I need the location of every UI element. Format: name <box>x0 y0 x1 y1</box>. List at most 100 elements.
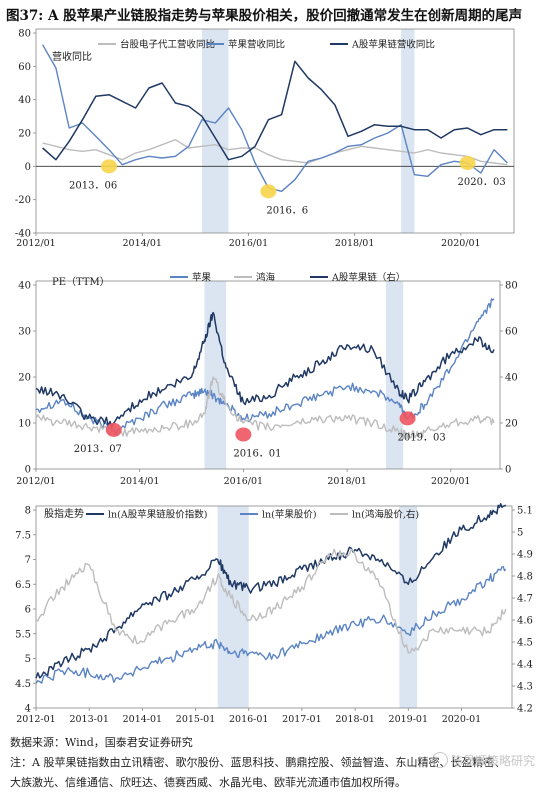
watermark-text: 陈显顺策略研究 <box>451 754 536 768</box>
panel1-annotation-label-1: 2013．06 <box>69 180 117 191</box>
panel2-x-tick-label: 2014/01 <box>120 476 159 487</box>
panel3-x-tick-label: 2015-01 <box>176 714 215 725</box>
panel3-right-tick-label: 4.5 <box>517 638 533 649</box>
panel1-annotation-marker-3 <box>459 156 476 170</box>
panel3-series-3-line <box>35 548 507 654</box>
panel2-left-tick-label: 30 <box>18 327 31 338</box>
panel2-left-tick-label: 20 <box>18 373 31 384</box>
panel2-series-2-line <box>35 376 495 440</box>
panel2-x-tick-label: 2016/01 <box>224 476 263 487</box>
panel1-x-tick-label: 2016/01 <box>229 238 268 249</box>
panel2-legend-label-1: 苹果 <box>192 272 212 284</box>
panel3-series-2-line <box>35 566 507 684</box>
panel3-x-tick-label: 2017-01 <box>282 714 321 725</box>
panel3-x-tick-label: 2020-01 <box>442 714 481 725</box>
panel2-series-3-line <box>35 311 495 428</box>
panel3-right-tick-label: 4.8 <box>517 572 533 583</box>
panel2-right-tick-label: 80 <box>505 281 518 292</box>
wechat-logo-icon <box>432 752 448 768</box>
panel2-x-tick-label: 2020/01 <box>431 476 470 487</box>
panel3-highlight-band-2 <box>399 506 418 708</box>
panel3-left-tick-label: 6.5 <box>15 580 31 591</box>
figure-title: 图37: A 股苹果产业链股指走势与苹果股价相关，股价回撤通常发生在创新周期的尾… <box>6 8 523 24</box>
panel3-legend-label-2: ln(苹果股价) <box>262 509 317 521</box>
panel1-x-tick-label: 2020/01 <box>441 238 480 249</box>
panel2-annotation-marker-3 <box>399 411 416 426</box>
panel3-right-tick-label: 5 <box>517 528 523 539</box>
panel2-left-tick-label: 0 <box>25 465 31 476</box>
panel2-annotation-marker-1 <box>105 422 122 437</box>
panel3-left-tick-label: 8 <box>25 506 31 517</box>
panel2-highlight-band-1 <box>204 281 227 469</box>
panel2-annotation-label-3: 2019．03 <box>398 432 446 443</box>
figure-footer: 数据来源：Wind，国泰君安证券研究 注：A 股苹果链指数由立讯精密、歌尔股份、… <box>10 733 505 793</box>
panel3-right-tick-label: 4.2 <box>517 704 533 715</box>
panel1-series-1-line <box>42 139 508 166</box>
panel3-x-tick-label: 2013-01 <box>69 714 108 725</box>
panel3-left-tick-label: 7 <box>25 555 31 566</box>
panel3-left-tick-label: 4.5 <box>15 679 31 690</box>
panel3-legend-label-3: ln(鸿海股价,右) <box>352 509 419 521</box>
panel2-highlight-band-2 <box>385 281 404 469</box>
panel2-annotation-label-1: 2013．07 <box>74 444 122 455</box>
panel1-left-tick-label: 20 <box>18 129 31 140</box>
panel2-right-tick-label: 0 <box>505 465 511 476</box>
panel2-title: PE（TTM） <box>52 276 110 288</box>
panel1-highlight-band-1 <box>201 29 229 233</box>
panel3-left-tick-label: 5.5 <box>15 629 31 640</box>
panel3-left-tick-label: 4 <box>25 704 31 715</box>
panel3-left-tick-label: 7.5 <box>15 530 31 541</box>
panel3-right-tick-label: 5.1 <box>517 506 533 517</box>
watermark: 陈显顺策略研究 <box>432 752 535 769</box>
panel3-x-tick-label: 2019-01 <box>389 714 428 725</box>
panel3-highlight-band-1 <box>217 506 249 708</box>
panel2-left-tick-label: 10 <box>18 419 31 430</box>
panel3-right-tick-label: 4.7 <box>517 594 533 605</box>
panel1-left-tick-label: -40 <box>15 229 31 240</box>
panel3-x-tick-label: 2014-01 <box>123 714 162 725</box>
panel1-left-tick-label: 80 <box>18 29 31 40</box>
panel2-series-1-line <box>35 298 495 434</box>
panel2-left-tick-label: 40 <box>18 281 31 292</box>
panel1-annotation-label-2: 2016．6 <box>266 205 308 216</box>
index-note-line-1: 注：A 股苹果链指数由立讯精密、歌尔股份、蓝思科技、鹏鼎控股、领益智造、东山精密… <box>10 756 506 769</box>
index-note-line-2: 大族激光、信维通信、欣旺达、德赛西威、水晶光电、欧菲光流通市值加权所得。 <box>10 776 406 789</box>
panel3-right-tick-label: 4.9 <box>517 550 533 561</box>
panel2-frame <box>35 280 501 470</box>
panel1-legend-label-3: A股苹果链营收同比 <box>351 39 435 51</box>
panel1-frame <box>35 28 515 234</box>
panel1-left-tick-label: 40 <box>18 95 31 106</box>
panel1-left-tick-label: 0 <box>25 162 31 173</box>
panel2-legend-label-3: A股苹果链（右） <box>331 272 405 284</box>
panel3-title: 股指走势 <box>44 507 84 520</box>
panel1-title: 营收同比 <box>52 50 92 63</box>
panel2-x-tick-label: 2012/01 <box>16 476 55 487</box>
panel3-x-tick-label: 2018-01 <box>335 714 374 725</box>
panel3-left-tick-label: 6 <box>25 605 31 616</box>
panel2-annotation-label-2: 2016．01 <box>233 449 281 460</box>
panel2-right-tick-label: 40 <box>505 373 518 384</box>
panel3-left-tick-label: 5 <box>25 654 31 665</box>
panel1-x-tick-label: 2018/01 <box>335 238 374 249</box>
panel3-frame <box>35 505 513 709</box>
panel1-left-tick-label: 60 <box>18 62 31 73</box>
panel1-annotation-marker-2 <box>260 184 277 199</box>
panel3-right-tick-label: 4.6 <box>517 616 533 627</box>
panel3-x-tick-label: 2012-01 <box>16 714 55 725</box>
panel2-right-tick-label: 60 <box>505 327 518 338</box>
panel3-x-tick-label: 2016-01 <box>229 714 268 725</box>
panel2-x-tick-label: 2018/01 <box>327 476 366 487</box>
panel1-annotation-marker-1 <box>101 159 118 174</box>
panel3-right-tick-label: 4.4 <box>517 660 533 671</box>
panel2-right-tick-label: 20 <box>505 419 518 430</box>
panel1-legend-label-1: 台股电子代工营收同比 <box>120 39 215 51</box>
panel2-legend-label-2: 鸿海 <box>256 272 276 284</box>
panel1-x-tick-label: 2014/01 <box>122 238 161 249</box>
panel1-legend-label-2: 苹果营收同比 <box>228 39 285 51</box>
panel3-legend-label-1: ln(A股苹果链股价指数) <box>108 509 207 521</box>
panel3-right-tick-label: 4.3 <box>517 682 533 693</box>
panel1-annotation-label-3: 2020．03 <box>458 177 506 188</box>
panel1-left-tick-label: -20 <box>15 195 31 206</box>
panel3-series-1-line <box>35 503 507 679</box>
